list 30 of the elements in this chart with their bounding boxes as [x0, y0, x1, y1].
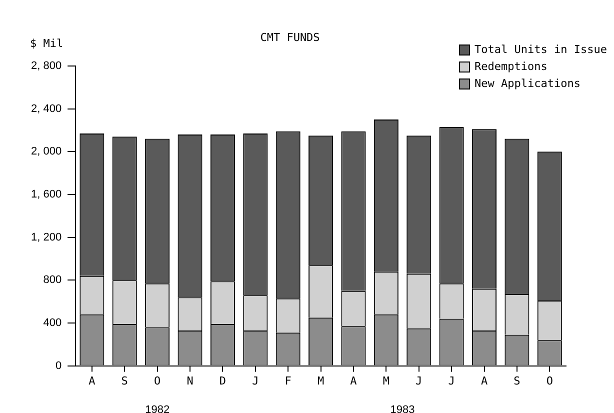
- x-tick-label: N: [186, 374, 194, 388]
- x-tick-label: D: [219, 374, 226, 388]
- legend-label: Redemptions: [474, 60, 548, 73]
- legend-label: Total Units in Issue: [474, 42, 607, 56]
- x-tick-label: M: [317, 374, 324, 388]
- x-tick-label: O: [546, 374, 553, 388]
- y-tick-label: 2, 000: [30, 146, 62, 158]
- y-tick-label: 800: [43, 274, 62, 286]
- y-tick-label: 0: [55, 360, 62, 372]
- x-tick-label: J: [416, 374, 422, 388]
- text: 1983: [390, 404, 415, 413]
- legend-label: New Applications: [474, 76, 581, 90]
- y-tick-label: 1, 600: [30, 188, 62, 201]
- chart-title: CMT FUNDS: [260, 30, 320, 44]
- x-tick-label: A: [88, 374, 96, 388]
- y-tick-label: 2, 400: [30, 102, 62, 115]
- y-axis-title: $ Mil: [30, 36, 64, 50]
- y-tick-label: 400: [43, 317, 62, 330]
- x-tick-label: A: [350, 374, 358, 388]
- x-tick-label: A: [480, 374, 488, 388]
- x-tick-label: S: [121, 374, 128, 388]
- x-tick-label: J: [448, 374, 455, 388]
- x-tick-label: O: [154, 374, 161, 388]
- x-tick-label: F: [284, 374, 292, 388]
- x-tick-label: J: [252, 374, 259, 388]
- y-tick-label: 1, 200: [30, 231, 62, 244]
- y-tick-label: 2, 800: [30, 60, 62, 72]
- text: 1982: [145, 404, 170, 413]
- x-tick-label: M: [382, 374, 390, 388]
- x-tick-label: S: [514, 374, 520, 388]
